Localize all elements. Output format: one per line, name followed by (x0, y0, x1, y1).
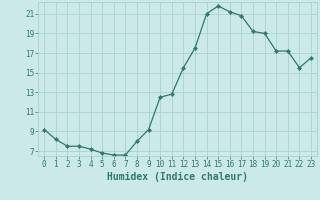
X-axis label: Humidex (Indice chaleur): Humidex (Indice chaleur) (107, 172, 248, 182)
